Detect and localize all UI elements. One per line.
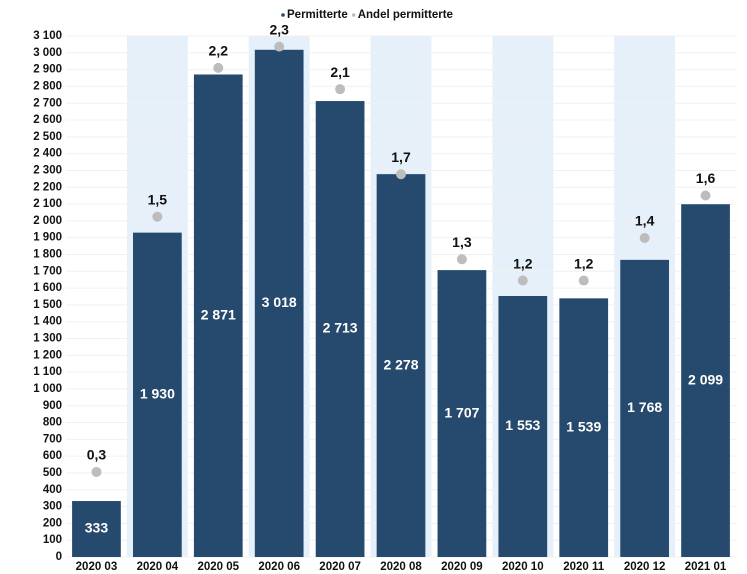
dot-value-label: 1,2 — [574, 255, 594, 271]
bar-value-label: 1 539 — [566, 418, 601, 434]
x-tick-label: 2021 01 — [685, 561, 727, 573]
legend-label: Andel permitterte — [358, 9, 453, 21]
dot — [700, 190, 711, 201]
bar-value-label: 2 713 — [323, 320, 358, 336]
y-tick-label: 900 — [43, 400, 62, 412]
dot-value-label: 1,2 — [513, 255, 533, 271]
bar-value-label: 2 278 — [383, 356, 418, 372]
bar — [315, 101, 365, 558]
y-tick-label: 1 300 — [33, 333, 62, 345]
bar — [437, 270, 487, 557]
dot-value-label: 1,7 — [391, 149, 411, 165]
bar — [559, 298, 609, 557]
dot — [274, 41, 285, 52]
x-tick-label: 2020 04 — [137, 561, 179, 573]
y-tick-label: 1 900 — [33, 232, 62, 244]
legend-marker — [281, 13, 285, 17]
bar-value-label: 3 018 — [262, 294, 297, 310]
bar-value-label: 333 — [85, 520, 109, 536]
y-tick-label: 2 900 — [33, 64, 62, 76]
dot — [456, 254, 467, 265]
x-tick-label: 2020 09 — [441, 561, 483, 573]
x-tick-label: 2020 03 — [76, 561, 118, 573]
y-tick-label: 2 400 — [33, 148, 62, 160]
y-tick-label: 700 — [43, 433, 62, 445]
y-tick-label: 2 600 — [33, 114, 62, 126]
y-tick-label: 1 800 — [33, 249, 62, 261]
y-tick-label: 2 800 — [33, 80, 62, 92]
dot — [152, 211, 163, 222]
y-tick-label: 2 200 — [33, 181, 62, 193]
y-tick-label: 300 — [43, 501, 62, 513]
y-tick-label: 200 — [43, 517, 62, 529]
dot-value-label: 2,1 — [330, 64, 350, 80]
dot — [578, 275, 589, 286]
dot-value-label: 1,6 — [696, 170, 716, 186]
y-tick-label: 400 — [43, 484, 62, 496]
y-tick-label: 800 — [43, 417, 62, 429]
y-tick-label: 3 000 — [33, 47, 62, 59]
y-tick-label: 1 600 — [33, 282, 62, 294]
bar-value-label: 2 099 — [688, 371, 723, 387]
bar-value-label: 2 871 — [201, 306, 236, 322]
dot — [91, 466, 102, 477]
y-tick-label: 2 000 — [33, 215, 62, 227]
y-tick-label: 2 500 — [33, 131, 62, 143]
bar-value-label: 1 553 — [505, 417, 540, 433]
bar-value-label: 1 930 — [140, 386, 175, 402]
y-tick-label: 600 — [43, 450, 62, 462]
x-tick-label: 2020 06 — [258, 561, 300, 573]
y-tick-label: 100 — [43, 534, 62, 546]
y-tick-label: 2 100 — [33, 198, 62, 210]
bar — [193, 74, 243, 558]
y-tick-label: 1 500 — [33, 299, 62, 311]
x-tick-label: 2020 08 — [380, 561, 422, 573]
x-tick-label: 2020 11 — [563, 561, 605, 573]
bar — [254, 49, 304, 558]
dot — [335, 84, 346, 95]
bar — [498, 295, 548, 557]
y-tick-label: 1 400 — [33, 316, 62, 328]
dot — [213, 62, 224, 73]
dot — [639, 233, 650, 244]
bar-value-label: 1 768 — [627, 399, 662, 415]
x-tick-label: 2020 12 — [624, 561, 666, 573]
y-tick-label: 3 100 — [33, 30, 62, 42]
dot-value-label: 2,3 — [269, 21, 289, 37]
y-tick-label: 2 700 — [33, 97, 62, 109]
bar — [133, 232, 182, 557]
dot-value-label: 1,4 — [635, 213, 655, 229]
dot-value-label: 1,5 — [148, 191, 168, 207]
bar — [376, 174, 426, 557]
dot-value-label: 0,3 — [87, 447, 107, 463]
x-tick-label: 2020 07 — [319, 561, 361, 573]
bar — [681, 204, 730, 557]
y-tick-label: 1 700 — [33, 265, 62, 277]
bar — [620, 259, 669, 557]
bar-value-label: 1 707 — [444, 404, 479, 420]
dot — [517, 275, 528, 286]
y-tick-label: 500 — [43, 467, 62, 479]
y-tick-label: 1 200 — [33, 349, 62, 361]
x-tick-label: 2020 10 — [502, 561, 544, 573]
y-tick-label: 2 300 — [33, 164, 62, 176]
dot-value-label: 2,2 — [209, 43, 229, 59]
y-tick-label: 1 100 — [33, 366, 62, 378]
dot-value-label: 1,3 — [452, 234, 472, 250]
bar — [72, 501, 121, 557]
legend-marker — [351, 13, 356, 17]
legend-label: Permitterte — [287, 9, 348, 21]
x-tick-label: 2020 05 — [197, 561, 239, 573]
y-tick-label: 0 — [56, 551, 62, 563]
y-tick-label: 1 000 — [33, 383, 62, 395]
dot — [396, 169, 406, 180]
